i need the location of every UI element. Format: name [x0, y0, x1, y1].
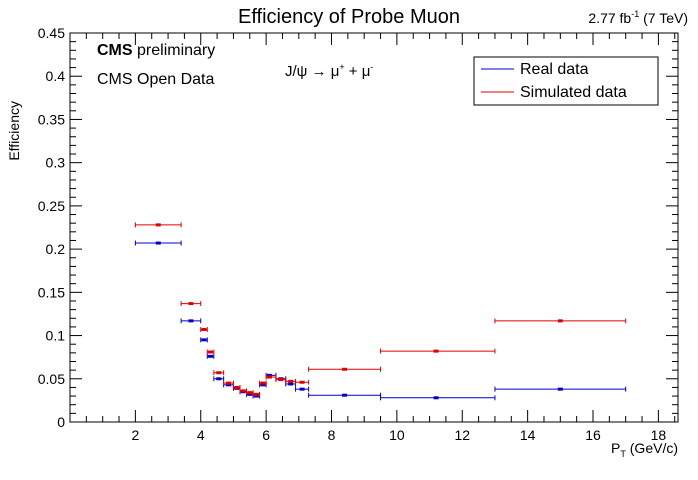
- series-layer: [134, 222, 627, 401]
- y-axis-label: Efficiency: [6, 101, 22, 161]
- x-axis-label-sub: T: [620, 449, 626, 459]
- data-point: [288, 379, 294, 383]
- x-tick-label: 10: [389, 427, 405, 443]
- data-point: [155, 241, 161, 245]
- x-tick-label: 16: [585, 427, 601, 443]
- data-point: [216, 377, 222, 381]
- data-point: [201, 338, 207, 342]
- cms-preliminary-label: CMS preliminary: [97, 42, 215, 59]
- data-point: [247, 391, 253, 395]
- data-point: [342, 393, 348, 397]
- x-tick-label: 4: [197, 427, 205, 443]
- y-tick-label: 0.3: [46, 155, 66, 171]
- axes-layer: 0 0.05 0.1 0.15 0.2 0.25 0.3 0.35 0.4 0.45 2 4 6 8 10 1…: [38, 25, 678, 443]
- cms-bold-label: CMS: [97, 42, 133, 59]
- data-point: [253, 394, 259, 398]
- y-tick-label: 0.15: [38, 284, 65, 300]
- y-tick-label: 0.35: [38, 111, 65, 127]
- luminosity-suffix: (7 TeV): [639, 10, 688, 26]
- data-point: [208, 350, 214, 354]
- y-tick-label: 0.05: [38, 371, 65, 387]
- data-point: [288, 382, 294, 386]
- data-point: [278, 378, 284, 382]
- series-simulated-data: [134, 222, 627, 397]
- data-point: [188, 302, 194, 306]
- data-point: [299, 380, 305, 384]
- data-point: [201, 328, 207, 332]
- data-point: [260, 381, 266, 385]
- y-tick-label: 0.1: [46, 328, 66, 344]
- decay-label: J/ψ → μ+ + μ-: [285, 62, 373, 80]
- data-point: [247, 392, 253, 396]
- data-point: [433, 396, 439, 400]
- data-point: [253, 392, 259, 396]
- y-tick-label: 0.4: [46, 68, 66, 84]
- data-point: [266, 373, 272, 377]
- y-tick-label: 0.45: [38, 25, 65, 41]
- legend-label-real-data: Real data: [520, 61, 589, 78]
- x-axis-label-main: P: [611, 440, 620, 456]
- legend-box: [473, 56, 659, 106]
- data-point: [216, 371, 222, 375]
- x-tick-label: 12: [454, 427, 470, 443]
- decay-sup1: +: [339, 62, 344, 72]
- data-point: [155, 223, 161, 227]
- decay-sup2: -: [370, 62, 373, 72]
- x-axis-label-suffix: (GeV/c): [626, 440, 678, 456]
- x-tick-label: 6: [262, 427, 270, 443]
- data-point: [188, 319, 194, 323]
- data-point: [226, 381, 232, 385]
- plot-frame: [69, 32, 679, 423]
- y-tick-label: 0.25: [38, 198, 65, 214]
- data-point: [557, 387, 563, 391]
- x-tick-label: 2: [131, 427, 139, 443]
- luminosity-exponent: -1: [631, 9, 639, 19]
- data-point: [342, 367, 348, 371]
- legend-label-simulated-data: Simulated data: [520, 84, 627, 101]
- decay-plus: + μ: [345, 63, 371, 80]
- data-point: [226, 383, 232, 387]
- luminosity-label: 2.77 fb-1 (7 TeV): [588, 9, 688, 26]
- x-tick-label: 14: [520, 427, 536, 443]
- cms-preliminary-rest: preliminary: [133, 42, 216, 59]
- decay-lhs: J/ψ → μ: [285, 63, 339, 80]
- data-point: [240, 389, 246, 393]
- x-tick-label: 18: [651, 427, 667, 443]
- luminosity-base: 2.77 fb: [588, 10, 631, 26]
- data-point: [208, 354, 214, 358]
- x-tick-label: 8: [328, 427, 336, 443]
- y-tick-label: 0: [57, 414, 65, 430]
- data-point: [234, 385, 240, 389]
- y-tick-label: 0.2: [46, 241, 66, 257]
- chart-title: Efficiency of Probe Muon: [238, 6, 460, 28]
- x-axis-label: PT (GeV/c): [611, 440, 678, 459]
- legend: Real data Simulated data: [473, 56, 659, 106]
- open-data-label: CMS Open Data: [97, 71, 214, 88]
- data-point: [260, 383, 266, 387]
- data-point: [557, 319, 563, 323]
- data-point: [433, 349, 439, 353]
- data-point: [266, 375, 272, 379]
- data-point: [299, 387, 305, 391]
